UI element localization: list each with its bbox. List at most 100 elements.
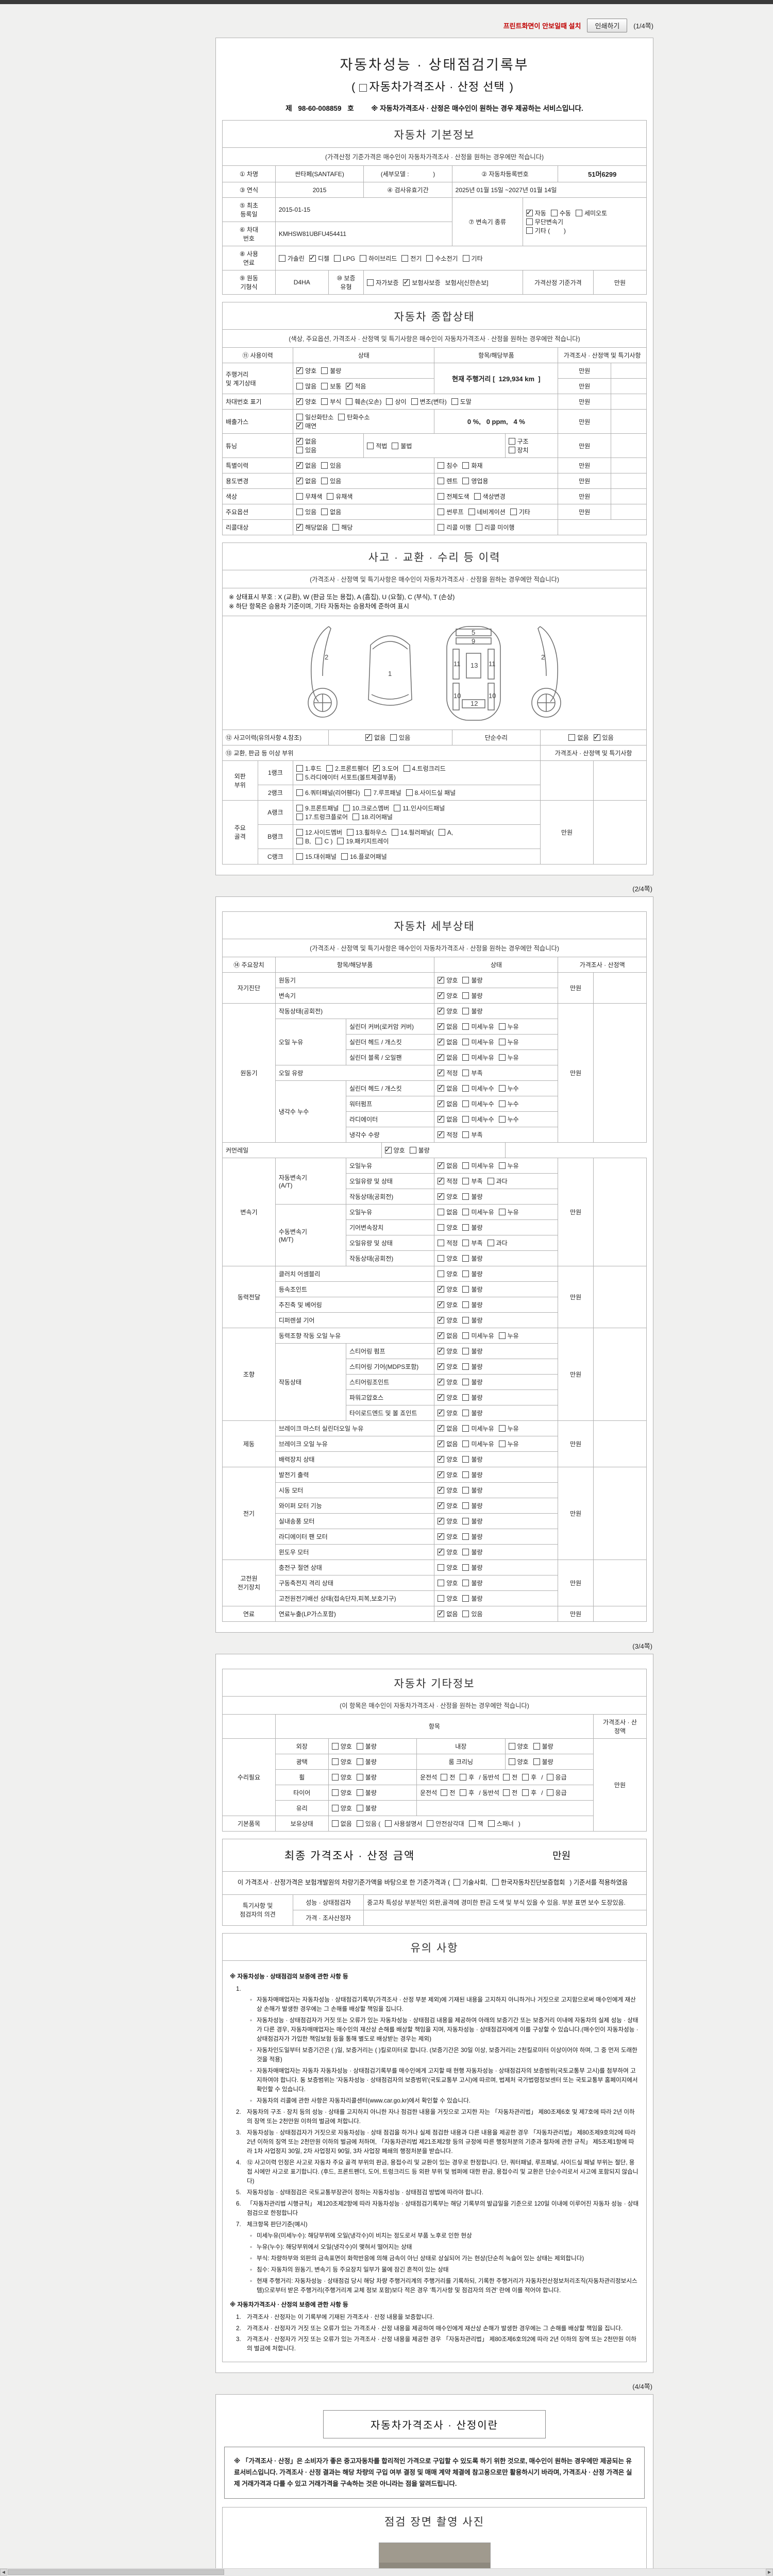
checkbox-icon[interactable] <box>462 1363 469 1370</box>
checkbox-option[interactable]: 기술사회, <box>453 1878 488 1888</box>
checkbox-option[interactable]: 양호 <box>438 1516 458 1526</box>
checkbox-icon[interactable] <box>390 734 397 741</box>
checkbox-icon[interactable] <box>462 1486 469 1494</box>
checkbox-checked-icon[interactable] <box>438 1022 445 1030</box>
checkbox-option[interactable]: 해당없음 <box>296 522 328 532</box>
checkbox-option[interactable]: 불량 <box>321 366 341 375</box>
checkbox-option[interactable]: 15.대쉬패널 <box>296 852 337 861</box>
checkbox-option[interactable]: 양호 <box>438 1346 458 1355</box>
checkbox-option[interactable]: 미세누수 <box>462 1084 494 1093</box>
checkbox-option[interactable]: 누유 <box>498 1038 519 1046</box>
checkbox-option[interactable]: 없음 <box>296 476 316 485</box>
checkbox-option[interactable]: 양호 <box>331 1788 352 1797</box>
checkbox-icon[interactable] <box>462 1131 469 1138</box>
checkbox-option[interactable]: 없음 <box>438 1022 458 1031</box>
checkbox-option[interactable]: 없음 <box>438 1083 458 1093</box>
checkbox-option[interactable]: 잭 <box>468 1819 483 1828</box>
checkbox-checked-icon[interactable] <box>438 991 445 999</box>
checkbox-option[interactable]: 적음 <box>346 381 366 391</box>
checkbox-option[interactable]: 11.인사이드패널 <box>394 804 445 812</box>
checkbox-icon[interactable] <box>296 765 304 772</box>
checkbox-icon[interactable] <box>356 1742 363 1750</box>
checkbox-icon[interactable] <box>346 398 353 405</box>
checkbox-option[interactable]: 양호 <box>384 1145 405 1155</box>
checkbox-icon[interactable] <box>568 734 576 741</box>
checkbox-icon[interactable] <box>462 1084 469 1092</box>
checkbox-checked-icon[interactable] <box>438 1423 445 1432</box>
checkbox-option[interactable]: 불법 <box>392 442 412 450</box>
checkbox-option[interactable]: 7.루프패널 <box>364 788 401 797</box>
checkbox-option[interactable]: 없음 <box>438 1099 458 1108</box>
checkbox-icon[interactable] <box>508 1758 515 1765</box>
checkbox-icon[interactable] <box>468 509 475 515</box>
checkbox-icon[interactable] <box>367 279 374 286</box>
checkbox-option[interactable]: 없음 <box>438 1208 458 1216</box>
checkbox-icon[interactable] <box>327 493 334 500</box>
checkbox-icon[interactable] <box>462 1054 469 1061</box>
checkbox-icon[interactable] <box>462 1347 469 1354</box>
checkbox-checked-icon[interactable] <box>438 1284 445 1293</box>
checkbox-checked-icon[interactable] <box>438 1439 445 1448</box>
checkbox-option[interactable]: 불량 <box>462 1223 483 1232</box>
checkbox-icon[interactable] <box>462 992 469 999</box>
checkbox-checked-icon[interactable] <box>403 278 410 286</box>
checkbox-icon[interactable] <box>550 210 558 216</box>
checkbox-icon[interactable] <box>403 765 410 772</box>
checkbox-icon[interactable] <box>438 478 445 484</box>
checkbox-checked-icon[interactable] <box>438 1099 445 1108</box>
checkbox-option[interactable]: 무단변속기 <box>526 217 563 226</box>
checkbox-option[interactable]: 양호 <box>438 1300 458 1309</box>
checkbox-icon[interactable] <box>462 1023 469 1030</box>
checkbox-icon[interactable] <box>438 1208 445 1215</box>
checkbox-option[interactable]: 있음 ( <box>356 1819 380 1828</box>
checkbox-icon[interactable] <box>360 255 367 262</box>
checkbox-option[interactable]: 18.리어패널 <box>352 812 393 821</box>
checkbox-option[interactable]: C ) <box>315 837 332 845</box>
scroll-right-arrow-icon[interactable]: ▶ <box>766 2569 773 2575</box>
checkbox-icon[interactable] <box>367 442 374 449</box>
checkbox-option[interactable]: 전 <box>441 1773 455 1782</box>
checkbox-option[interactable]: 탄화수소 <box>338 413 370 421</box>
checkbox-icon[interactable] <box>409 1146 416 1154</box>
checkbox-icon[interactable] <box>462 1533 469 1540</box>
checkbox-option[interactable]: 미세누수 <box>462 1099 494 1108</box>
checkbox-icon[interactable] <box>462 1471 469 1478</box>
checkbox-checked-icon[interactable] <box>438 1362 445 1370</box>
checkbox-icon[interactable] <box>427 1820 434 1827</box>
checkbox-icon[interactable] <box>498 1100 506 1107</box>
checkbox-option[interactable]: 일산화탄소 <box>296 413 333 421</box>
checkbox-option[interactable]: 양호 <box>438 1594 458 1603</box>
checkbox-checked-icon[interactable] <box>438 1485 445 1494</box>
checkbox-icon[interactable] <box>392 442 399 449</box>
checkbox-option[interactable]: 불량 <box>356 1742 377 1751</box>
checkbox-option[interactable]: 리콜 이행 <box>438 523 471 532</box>
checkbox-option[interactable]: 기타 ( ) <box>526 226 566 235</box>
checkbox-icon[interactable] <box>498 1440 506 1447</box>
checkbox-option[interactable]: 부족 <box>462 1177 483 1185</box>
checkbox-icon[interactable] <box>438 462 445 469</box>
checkbox-icon[interactable] <box>278 255 285 262</box>
checkbox-option[interactable]: 양호 <box>438 1532 458 1541</box>
checkbox-option[interactable]: 없음 <box>568 733 589 742</box>
checkbox-option[interactable]: 후 <box>522 1773 536 1782</box>
checkbox-option[interactable]: 자동 <box>526 208 546 217</box>
checkbox-option[interactable]: 불량 <box>533 1742 553 1751</box>
checkbox-option[interactable]: 양호 <box>331 1742 352 1751</box>
checkbox-icon[interactable] <box>462 1394 469 1401</box>
checkbox-icon[interactable] <box>462 976 469 984</box>
checkbox-icon[interactable] <box>296 509 304 515</box>
checkbox-checked-icon[interactable] <box>365 733 373 741</box>
scroll-left-arrow-icon[interactable]: ◀ <box>0 2569 7 2575</box>
checkbox-option[interactable]: 응급 <box>546 1788 567 1797</box>
checkbox-option[interactable]: 양호 <box>296 397 316 406</box>
checkbox-option[interactable]: 영업용 <box>462 477 489 485</box>
checkbox-icon[interactable] <box>522 1773 529 1781</box>
checkbox-option[interactable]: 미세누유 <box>462 1439 494 1448</box>
checkbox-icon[interactable] <box>462 1316 469 1324</box>
checkbox-checked-icon[interactable] <box>296 476 304 485</box>
checkbox-icon[interactable] <box>462 1502 469 1509</box>
checkbox-icon[interactable] <box>503 1789 510 1796</box>
checkbox-checked-icon[interactable] <box>593 733 600 741</box>
checkbox-icon[interactable] <box>391 828 398 836</box>
checkbox-icon[interactable] <box>296 789 304 796</box>
